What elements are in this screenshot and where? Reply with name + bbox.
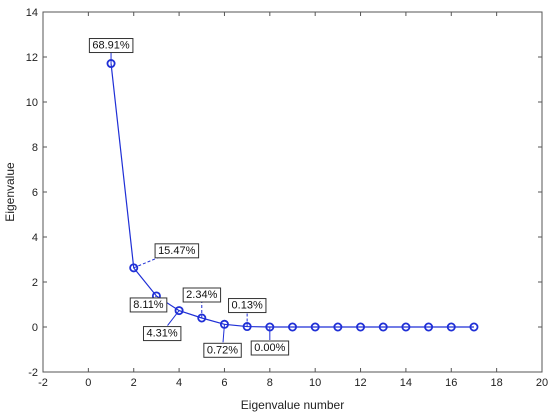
data-point <box>378 322 388 332</box>
annotation-connector <box>167 310 180 326</box>
point-annotation: 0.13% <box>228 298 267 327</box>
annotation-box <box>142 326 182 342</box>
y-tick-label: 12 <box>26 52 38 64</box>
x-tick-label: 10 <box>309 377 321 389</box>
y-tick-label: 14 <box>26 7 38 19</box>
annotation-connector <box>222 324 225 343</box>
annotation-label: 4.31% <box>146 328 177 340</box>
annotation-label: 8.11% <box>133 299 164 311</box>
data-point <box>174 306 184 316</box>
x-axis-title: Eigenvalue number <box>241 398 344 412</box>
point-annotation: 15.47% <box>133 243 200 269</box>
annotation-box <box>182 287 222 303</box>
annotation-connector <box>155 295 157 298</box>
data-point <box>287 322 297 332</box>
annotation-label: 2.34% <box>186 289 217 301</box>
x-tick-label: 20 <box>536 377 548 389</box>
x-tick-label: 6 <box>221 377 227 389</box>
x-tick-label: 12 <box>354 377 366 389</box>
data-point <box>197 313 207 323</box>
annotation-box <box>88 38 134 54</box>
x-tick-label: 14 <box>400 377 412 389</box>
data-point <box>310 322 320 332</box>
data-point <box>401 322 411 332</box>
y-tick-label: -2 <box>28 367 38 379</box>
y-tick-label: 2 <box>32 277 38 289</box>
annotation-label: 68.91% <box>92 40 130 52</box>
data-point <box>356 322 366 332</box>
data-point <box>129 263 139 273</box>
annotation-box <box>203 342 242 358</box>
data-point <box>424 322 434 332</box>
y-tick-label: 4 <box>32 232 38 244</box>
x-tick-label: 0 <box>85 377 91 389</box>
x-tick-label: 4 <box>176 377 182 389</box>
annotation-box <box>129 297 168 313</box>
data-point <box>446 322 456 332</box>
annotation-label: 0.00% <box>254 342 285 354</box>
annotation-label: 0.13% <box>232 300 263 312</box>
annotation-label: 0.72% <box>207 344 238 356</box>
y-tick-label: 10 <box>26 97 38 109</box>
y-tick-label: 0 <box>32 322 38 334</box>
point-annotation: 0.72% <box>203 324 242 358</box>
y-tick-label: 6 <box>32 187 38 199</box>
data-point <box>242 322 252 332</box>
x-tick-label: 2 <box>131 377 137 389</box>
annotation-label: 15.47% <box>158 245 196 257</box>
y-axis-title: Eigenvalue <box>3 162 17 222</box>
annotation-box <box>250 340 290 356</box>
x-tick-label: -2 <box>38 377 48 389</box>
series-line <box>110 63 474 328</box>
data-point <box>333 322 343 332</box>
y-tick-label: 8 <box>32 142 38 154</box>
point-annotation: 4.31% <box>142 310 182 342</box>
point-annotation: 2.34% <box>182 287 222 318</box>
point-annotation: 8.11% <box>129 295 168 313</box>
point-annotation: 0.00% <box>250 327 290 356</box>
point-annotation: 68.91% <box>88 38 134 64</box>
data-point <box>469 322 479 332</box>
x-tick-label: 18 <box>491 377 503 389</box>
x-tick-label: 8 <box>267 377 273 389</box>
annotation-box <box>154 243 200 259</box>
annotation-box <box>228 298 267 314</box>
x-tick-label: 16 <box>445 377 457 389</box>
